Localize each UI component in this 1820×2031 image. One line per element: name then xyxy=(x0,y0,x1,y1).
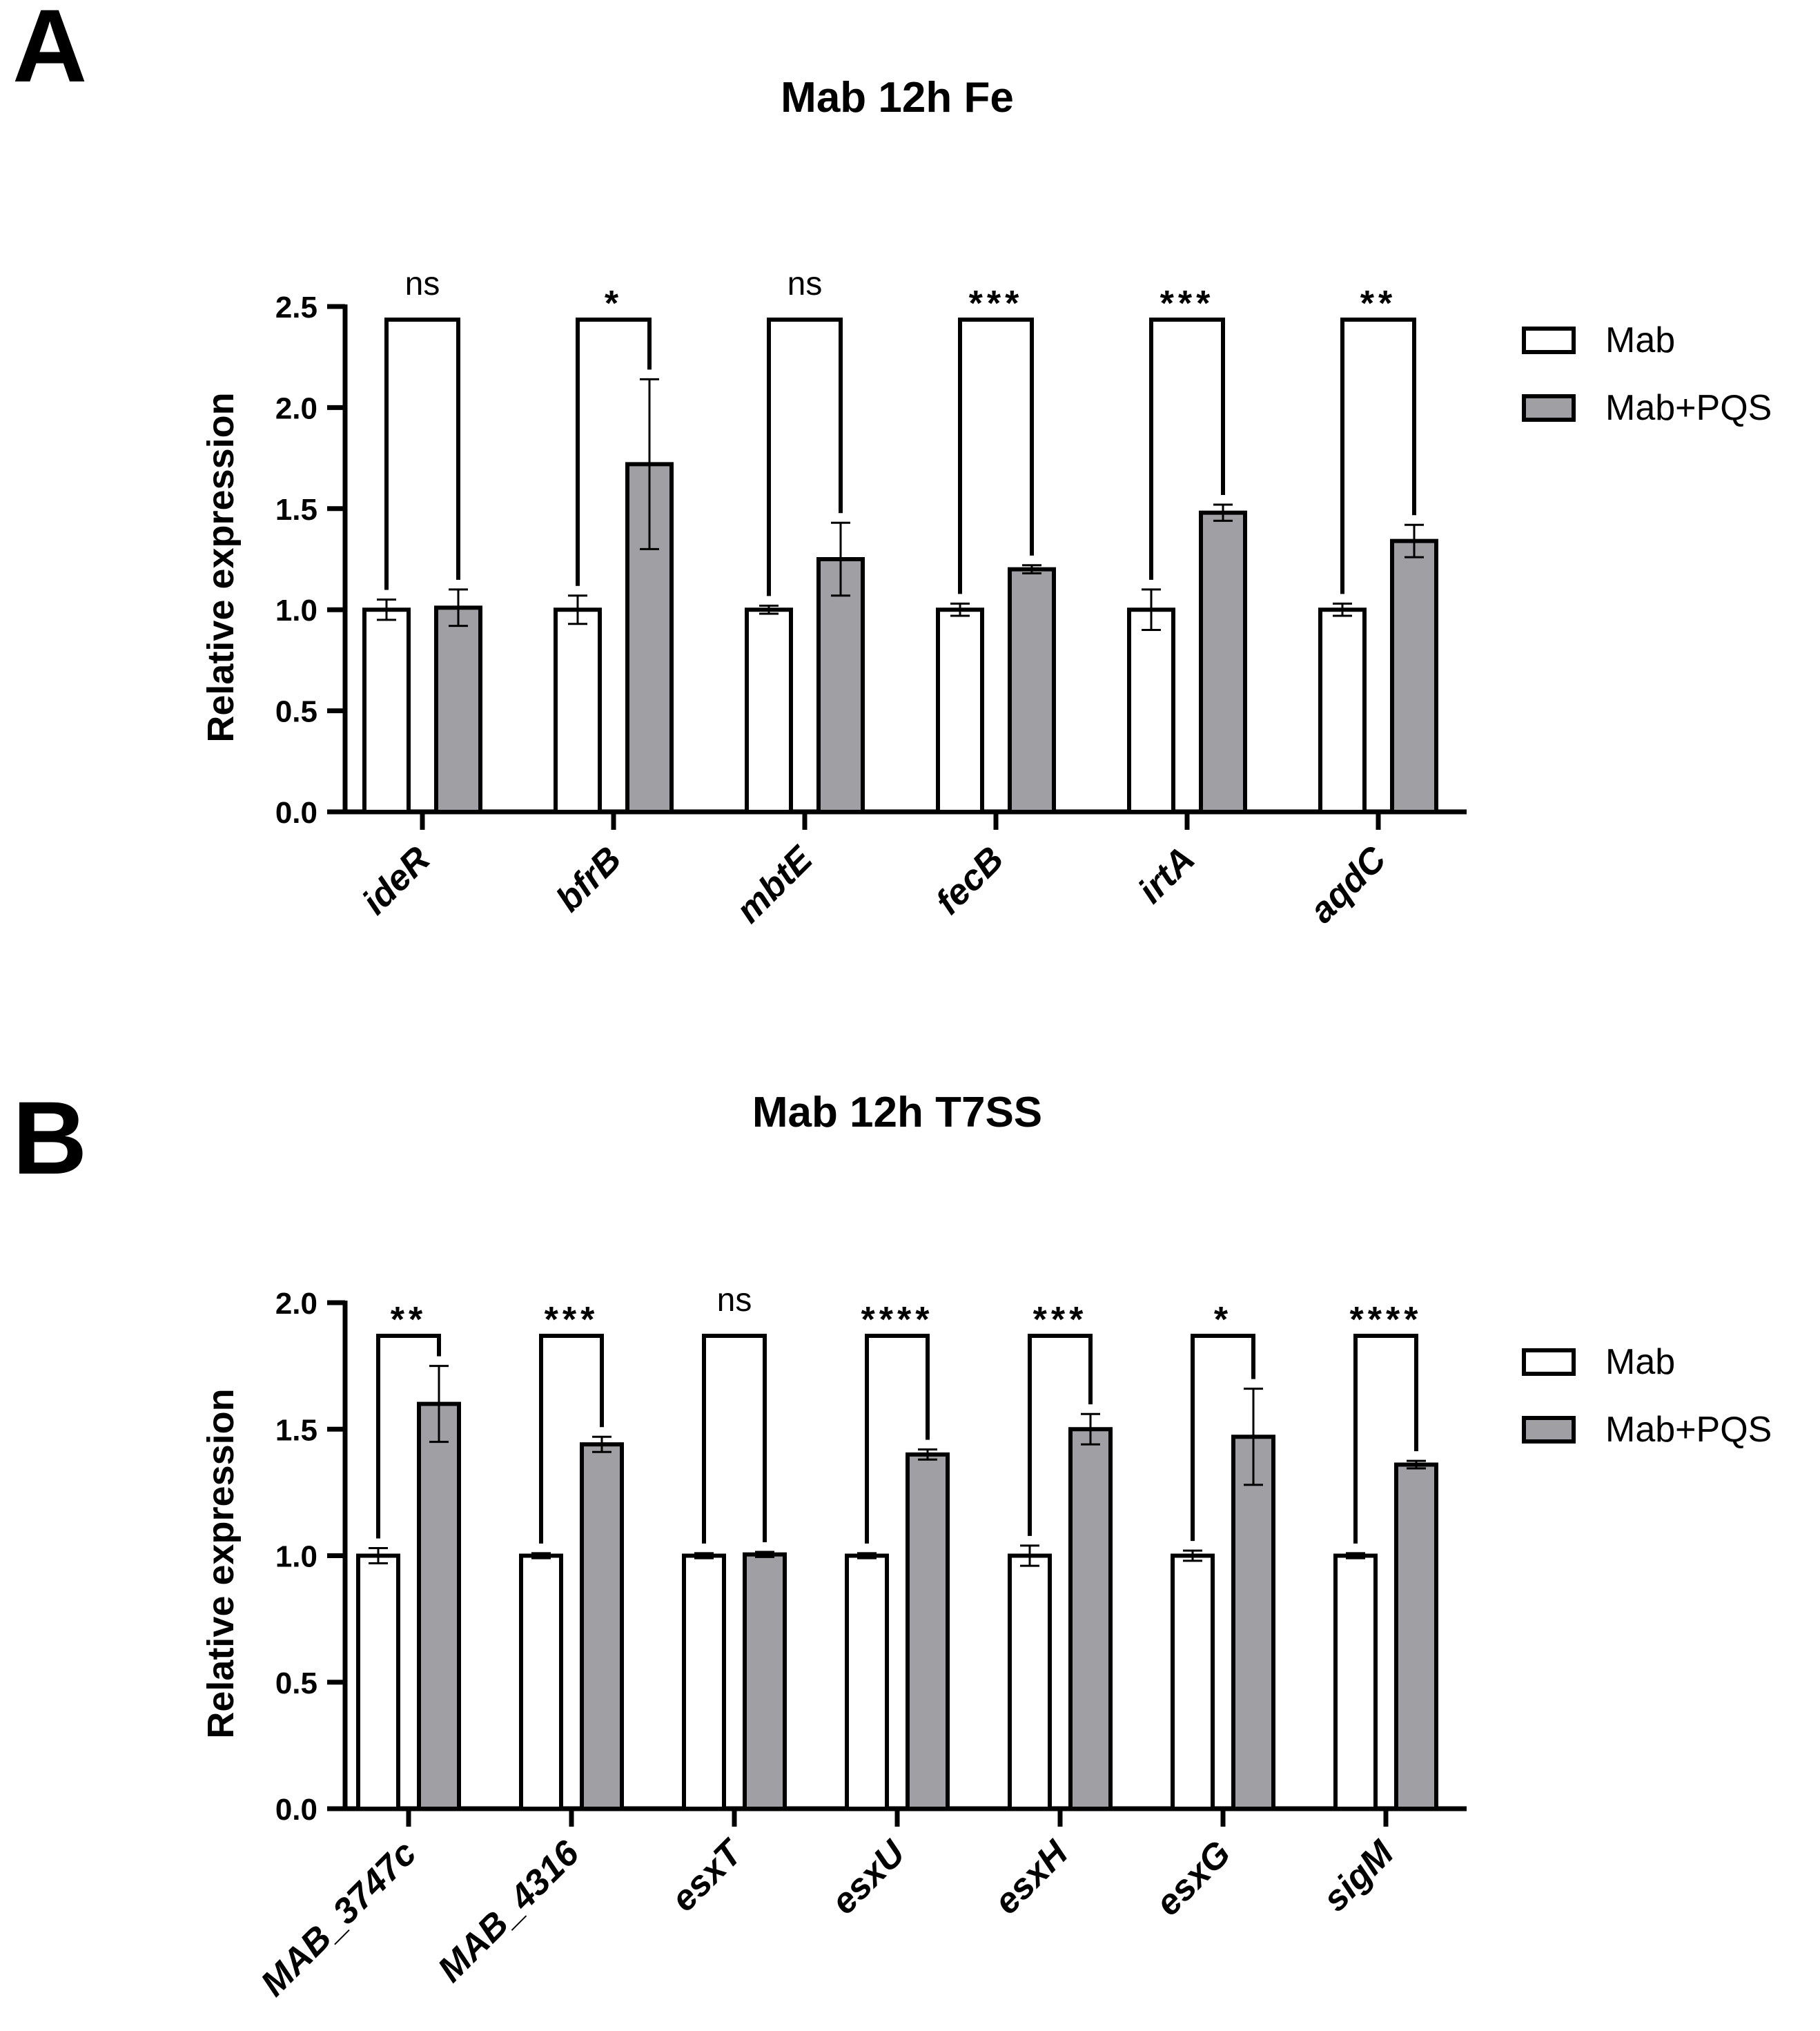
y-tick-label: 1.5 xyxy=(275,493,317,527)
bar-mab-pqs xyxy=(434,605,482,814)
significance-label: ** xyxy=(1360,284,1396,324)
significance-label: *** xyxy=(1160,284,1215,324)
x-category-label: irtA xyxy=(1131,839,1202,911)
significance-label: ns xyxy=(787,266,823,302)
x-category-label: esxH xyxy=(987,1832,1077,1922)
bar-mab xyxy=(1333,1553,1378,1811)
significance-bracket xyxy=(958,318,1034,594)
bar-mab-pqs xyxy=(417,1401,461,1811)
legend-swatch-mab xyxy=(1522,327,1576,354)
bar-mab-pqs xyxy=(1068,1427,1113,1811)
bar-mab xyxy=(1127,608,1175,814)
bar-mab-pqs xyxy=(1394,1462,1438,1811)
significance-label: *** xyxy=(545,1300,599,1340)
bar-mab xyxy=(1008,1553,1052,1811)
significance-label: *** xyxy=(969,284,1024,324)
y-tick-label: 1.0 xyxy=(275,594,317,628)
y-tick-label: 0.5 xyxy=(275,1666,317,1700)
significance-bracket xyxy=(1149,318,1225,580)
x-category-label: esxT xyxy=(664,1831,752,1919)
y-tick-label: 1.0 xyxy=(275,1540,317,1574)
panel-a-chart: 0.0 0.5 1.0 1.5 2.0 2.5 ns ideR * bfrB ns mbtE *** fe… xyxy=(275,266,1772,931)
significance-bracket xyxy=(1191,1334,1255,1542)
bar-mab xyxy=(356,1553,400,1811)
x-category-label: bfrB xyxy=(549,839,629,920)
legend-swatch-mab-pqs xyxy=(1522,394,1576,422)
bar-mab-pqs xyxy=(816,557,865,814)
legend-label: Mab+PQS xyxy=(1605,1410,1772,1450)
significance-label: **** xyxy=(861,1300,934,1340)
y-tick-label: 1.5 xyxy=(275,1413,317,1447)
panel-a-letter: A xyxy=(12,0,87,104)
x-category-label: mbtE xyxy=(729,839,821,931)
bar-mab xyxy=(1318,608,1367,814)
significance-bracket xyxy=(576,318,652,586)
y-tick-label: 0.0 xyxy=(275,796,317,830)
panel-b-letter: B xyxy=(12,1080,87,1196)
panel-b-chart: 0.0 0.5 1.0 1.5 2.0 ** MAB_3747c *** MAB_4316 ns e… xyxy=(253,1282,1772,2004)
bar-mab xyxy=(682,1553,726,1811)
significance-bracket xyxy=(539,1334,604,1544)
bar-mab xyxy=(362,608,411,814)
significance-bracket xyxy=(1353,1334,1418,1544)
significance-label: ns xyxy=(717,1282,752,1319)
significance-label: * xyxy=(1214,1300,1232,1340)
bar-mab-pqs xyxy=(1231,1435,1275,1811)
significance-bracket xyxy=(384,318,460,590)
x-category-label: sigM xyxy=(1315,1832,1402,1919)
bar-mab xyxy=(519,1553,563,1811)
significance-bracket xyxy=(1340,318,1416,594)
legend-label: Mab xyxy=(1605,1342,1675,1382)
significance-bracket xyxy=(376,1334,441,1539)
significance-label: *** xyxy=(1033,1300,1088,1340)
panel-b-title: Mab 12h T7SS xyxy=(752,1089,1042,1136)
panel-b-ylabel: Relative expression xyxy=(200,1388,242,1738)
y-tick-label: 2.5 xyxy=(275,291,317,324)
x-category-label: esxU xyxy=(824,1832,914,1922)
y-tick-label: 2.0 xyxy=(275,1287,317,1321)
bar-mab xyxy=(845,1553,889,1811)
significance-bracket xyxy=(865,1334,930,1544)
bar-mab xyxy=(936,608,984,814)
significance-label: * xyxy=(605,284,623,324)
significance-bracket xyxy=(1028,1334,1093,1536)
y-tick-label: 2.0 xyxy=(275,391,317,425)
x-category-label: aqdC xyxy=(1302,838,1395,931)
significance-label: ns xyxy=(405,266,440,302)
legend-label: Mab xyxy=(1605,320,1675,360)
x-category-label: fecB xyxy=(928,839,1012,922)
bar-mab-pqs xyxy=(743,1552,787,1811)
x-category-label: ideR xyxy=(355,839,438,922)
x-category-label: esxG xyxy=(1148,1833,1239,1923)
y-tick-label: 0.0 xyxy=(275,1793,317,1827)
bar-mab-pqs xyxy=(1008,567,1056,814)
bar-mab-pqs xyxy=(1390,538,1438,814)
bar-mab-pqs xyxy=(580,1442,624,1811)
legend-swatch-mab xyxy=(1522,1348,1576,1376)
bar-mab xyxy=(1171,1553,1215,1811)
bar-mab xyxy=(745,608,793,814)
bar-mab xyxy=(554,608,602,814)
significance-label: **** xyxy=(1350,1300,1422,1340)
y-tick-label: 0.5 xyxy=(275,695,317,729)
legend-label: Mab+PQS xyxy=(1605,388,1772,428)
legend-swatch-mab-pqs xyxy=(1522,1416,1576,1444)
x-category-label: MAB_4316 xyxy=(430,1833,587,1990)
significance-bracket xyxy=(767,318,843,596)
panel-a-ylabel: Relative expression xyxy=(200,392,242,742)
panel-a-title: Mab 12h Fe xyxy=(781,74,1014,122)
bar-mab-pqs xyxy=(1199,510,1247,814)
significance-bracket xyxy=(702,1334,767,1544)
bar-mab-pqs xyxy=(906,1452,950,1811)
x-category-label: MAB_3747c xyxy=(253,1833,424,2004)
significance-label: ** xyxy=(391,1300,427,1340)
